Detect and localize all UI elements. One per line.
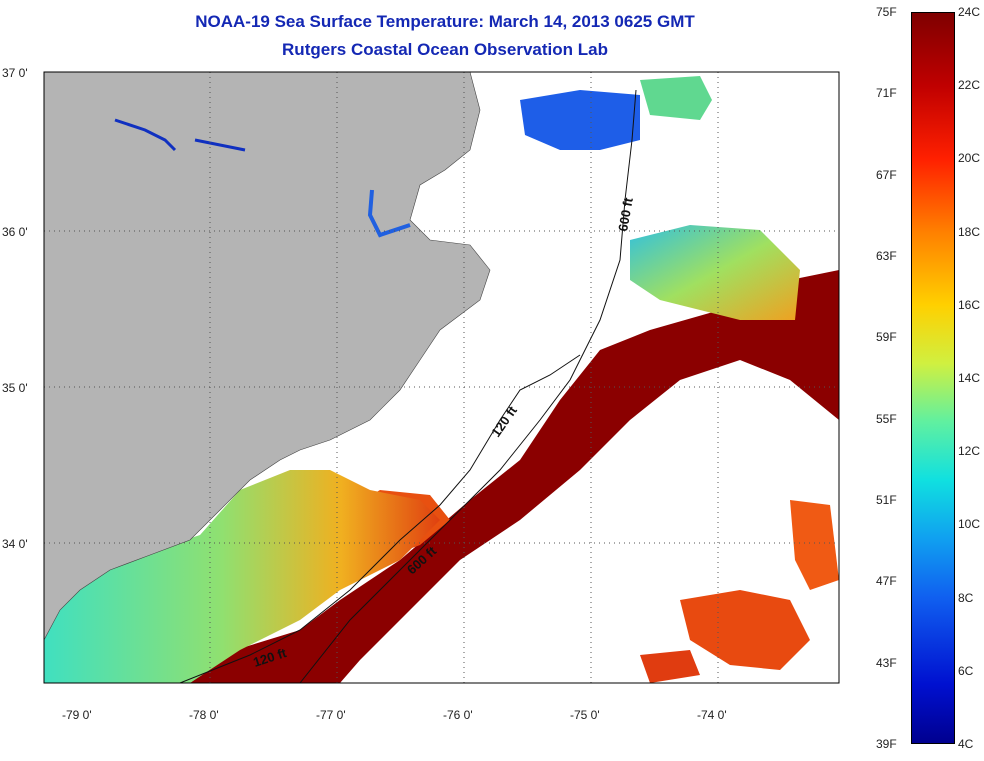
colorbar-f-label: 39F	[876, 737, 897, 751]
colorbar-f-label: 63F	[876, 249, 897, 263]
colorbar-c-label: 18C	[958, 224, 981, 239]
lon-tick: -77 0'	[316, 708, 346, 722]
colorbar-f-label: 67F	[876, 167, 897, 182]
nearshore-water	[44, 470, 440, 683]
lat-tick: 36 0'	[2, 225, 28, 239]
colorbar-c-label: 6C	[958, 663, 974, 678]
graticule	[44, 72, 839, 683]
colorbar-f-label: 71F	[876, 86, 897, 101]
colorbar-f-label: 51F	[876, 493, 897, 507]
cold-patch-north	[520, 90, 640, 150]
inlet-north-2	[194, 138, 246, 152]
northern-water-mass	[630, 225, 800, 320]
temperature-colorbar	[911, 12, 955, 744]
lon-tick: -76 0'	[443, 708, 473, 722]
lon-tick: -75 0'	[570, 708, 600, 722]
colorbar-f-label: 75F	[876, 5, 897, 19]
lon-tick: -78 0'	[189, 708, 219, 722]
lat-tick: 34 0'	[2, 537, 28, 551]
colorbar-c-label: 22C	[958, 78, 981, 93]
lat-tick: 35 0'	[2, 381, 28, 395]
offshore-warm-patch-3	[640, 650, 700, 683]
map-title: NOAA-19 Sea Surface Temperature: March 1…	[195, 12, 695, 31]
colorbar-c-label: 8C	[958, 590, 974, 605]
offshore-warm-patch	[680, 590, 810, 670]
land-mass	[44, 72, 491, 641]
colorbar-f-label: 43F	[876, 655, 897, 670]
colorbar-c-label: 12C	[958, 444, 981, 459]
contour-600ft	[299, 89, 637, 683]
contour-120ft	[179, 354, 581, 683]
inlet-north	[114, 118, 177, 152]
lon-tick: -79 0'	[62, 708, 92, 722]
colorbar-c-label: 10C	[958, 517, 981, 532]
sound-inlet	[367, 189, 411, 238]
colorbar-c-label: 16C	[958, 297, 981, 312]
colorbar-f-label: 59F	[876, 330, 897, 345]
colorbar-c-label: 14C	[958, 371, 981, 385]
colorbar-c-label: 4C	[958, 737, 974, 751]
map-subtitle: Rutgers Coastal Ocean Observation Lab	[282, 40, 608, 59]
colorbar-f-label: 47F	[876, 574, 897, 589]
contour-label-600-a: 600 ft	[615, 196, 636, 233]
lat-tick: 37 0'	[2, 66, 28, 80]
colorbar-c-label: 24C	[958, 5, 981, 19]
plot-frame	[43, 71, 840, 684]
colorbar-f-label: 55F	[876, 411, 897, 426]
offshore-warm-patch-2	[790, 500, 839, 590]
gulf-stream-band	[190, 270, 839, 683]
colorbar-c-label: 20C	[958, 151, 981, 166]
cool-patch-north	[640, 76, 712, 120]
lon-tick: -74 0'	[697, 708, 727, 722]
